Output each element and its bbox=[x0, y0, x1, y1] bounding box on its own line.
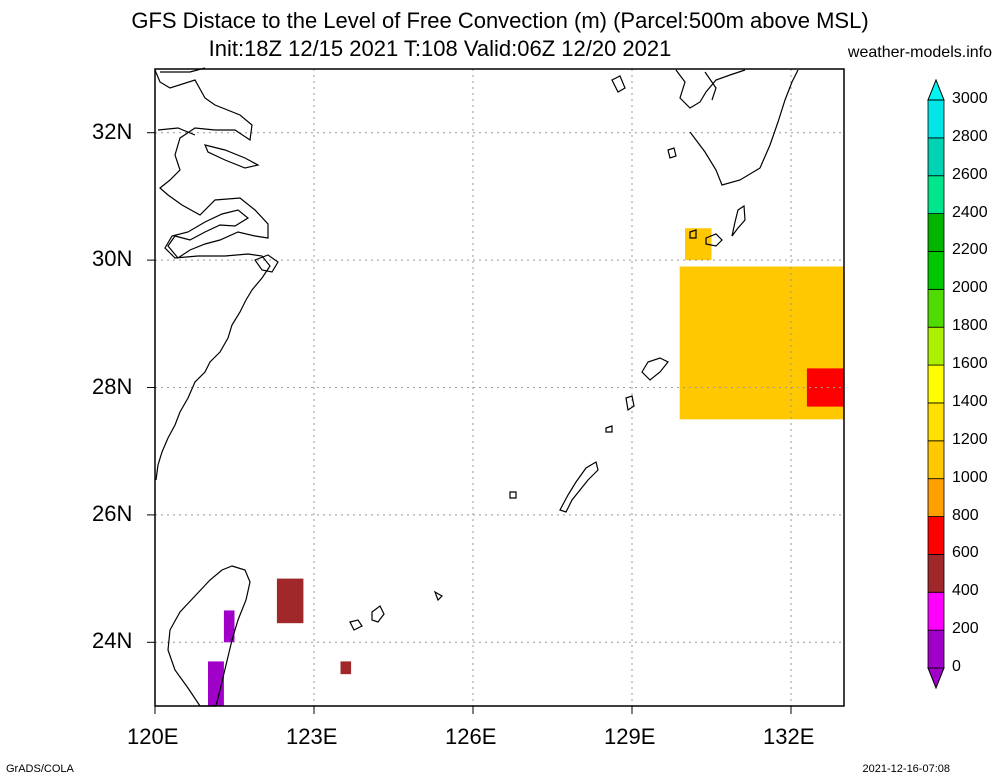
colorbar-segment bbox=[927, 213, 945, 252]
colorbar-segment bbox=[927, 554, 945, 593]
colorbar-segment bbox=[927, 288, 945, 328]
grid-lines bbox=[155, 69, 844, 706]
lfc-field-layer bbox=[208, 228, 844, 706]
lfc-region-3 bbox=[276, 578, 304, 624]
lon-tick-label: 120E bbox=[127, 724, 179, 749]
colorbar-segment bbox=[927, 440, 945, 480]
map-title: GFS Distace to the Level of Free Convect… bbox=[131, 8, 869, 33]
lat-tick-label: 28N bbox=[92, 373, 133, 399]
coastline-osumi-islands bbox=[689, 204, 746, 247]
colorbar-level-label: 1400 bbox=[952, 392, 988, 410]
coastline-china bbox=[154, 69, 271, 481]
lfc-region-6 bbox=[208, 661, 224, 706]
colorbar-level-label: 600 bbox=[952, 544, 979, 562]
footer-software: GrADS/COLA bbox=[6, 763, 74, 775]
lfc-region-5 bbox=[223, 610, 235, 643]
coastline-china-bay bbox=[203, 144, 260, 169]
colorbar-level-label: 0 bbox=[952, 658, 961, 675]
lon-tick-label: 126E bbox=[445, 724, 497, 749]
coastline-kyushu bbox=[675, 69, 799, 186]
colorbar bbox=[927, 78, 945, 690]
colorbar-segment bbox=[927, 629, 945, 669]
lfc-region-4 bbox=[340, 661, 352, 675]
coastline-amami bbox=[605, 357, 669, 433]
colorbar-segment bbox=[927, 175, 945, 215]
lat-tick-label: 32N bbox=[92, 118, 133, 144]
lat-tick-label: 24N bbox=[92, 628, 133, 654]
colorbar-segment bbox=[927, 364, 945, 404]
lon-tick-label: 123E bbox=[286, 724, 338, 749]
colorbar-level-label: 200 bbox=[952, 620, 979, 638]
lon-tick-label: 132E bbox=[763, 724, 815, 749]
colorbar-min-arrow bbox=[927, 667, 945, 690]
colorbar-level-label: 400 bbox=[952, 582, 979, 600]
lat-tick-label: 26N bbox=[92, 500, 133, 526]
colorbar-level-label: 2200 bbox=[952, 241, 988, 259]
colorbar-segment bbox=[927, 251, 945, 290]
colorbar-segment bbox=[927, 99, 945, 139]
coastline-shanghai-north bbox=[157, 67, 206, 136]
site-label: weather-models.info bbox=[847, 44, 992, 61]
colorbar-level-label: 3000 bbox=[952, 90, 988, 107]
colorbar-level-label: 1200 bbox=[952, 430, 988, 448]
colorbar-level-label: 2600 bbox=[952, 165, 988, 183]
colorbar-level-label: 1000 bbox=[952, 468, 988, 486]
lat-tick-label: 30N bbox=[92, 246, 133, 272]
colorbar-segment bbox=[927, 402, 945, 442]
colorbar-segment bbox=[927, 591, 945, 631]
footer-timestamp: 2021-12-16-07:08 bbox=[862, 763, 950, 775]
lon-tick-label: 129E bbox=[604, 724, 656, 749]
colorbar-max-arrow bbox=[927, 78, 945, 101]
axis-ticks bbox=[147, 132, 792, 714]
colorbar-level-label: 2800 bbox=[952, 127, 988, 145]
colorbar-segment bbox=[927, 478, 945, 517]
coastline-zhoushan bbox=[254, 254, 279, 273]
coastline-tsushima bbox=[611, 75, 677, 159]
colorbar-level-label: 1600 bbox=[952, 355, 988, 373]
colorbar-level-label: 2400 bbox=[952, 203, 988, 221]
colorbar-level-label: 800 bbox=[952, 506, 979, 524]
colorbar-segment bbox=[927, 516, 945, 555]
colorbar-segment bbox=[927, 326, 945, 366]
lfc-region-2 bbox=[806, 368, 844, 407]
coastline-sakishima bbox=[349, 590, 443, 631]
colorbar-segment bbox=[927, 137, 945, 177]
colorbar-level-label: 1800 bbox=[952, 317, 988, 335]
map-subtitle: Init:18Z 12/15 2021 T:108 Valid:06Z 12/2… bbox=[208, 36, 672, 61]
coastlines bbox=[154, 67, 799, 707]
coastline-okinawa bbox=[509, 461, 599, 513]
colorbar-level-label: 2000 bbox=[952, 279, 988, 297]
